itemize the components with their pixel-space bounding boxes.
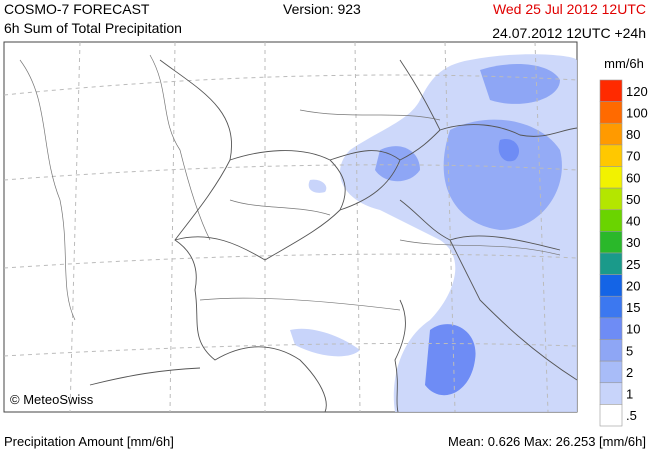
precip-area bbox=[443, 119, 562, 230]
legend-label: .5 bbox=[626, 408, 637, 423]
legend-label: 100 bbox=[626, 105, 648, 120]
legend-label: 20 bbox=[626, 278, 640, 293]
legend-label: 1 bbox=[626, 387, 633, 402]
legend-swatch bbox=[599, 231, 623, 254]
precip-area bbox=[498, 139, 520, 162]
legend-swatch bbox=[599, 144, 623, 167]
legend-swatch bbox=[599, 360, 623, 384]
legend-swatch bbox=[599, 79, 623, 102]
legend-swatch bbox=[599, 209, 623, 232]
title: COSMO-7 FORECAST bbox=[4, 1, 150, 17]
legend-label: 60 bbox=[626, 170, 640, 185]
footer-right: Mean: 0.626 Max: 26.253 [mm/6h] bbox=[448, 434, 646, 449]
graticule bbox=[3, 41, 578, 413]
legend-label: 10 bbox=[626, 322, 640, 337]
legend-swatch bbox=[599, 274, 623, 297]
map: © MeteoSwiss bbox=[3, 41, 578, 413]
legend-unit: mm/6h bbox=[604, 56, 644, 71]
precip-area bbox=[290, 328, 360, 357]
legend-label: 15 bbox=[626, 300, 640, 315]
legend-swatch bbox=[599, 339, 623, 362]
legend-swatch bbox=[599, 101, 623, 124]
legend-swatch bbox=[599, 252, 623, 275]
valid-time: Wed 25 Jul 2012 12UTC bbox=[493, 1, 646, 17]
legend-swatch bbox=[599, 187, 623, 211]
legend-swatch bbox=[599, 295, 623, 319]
legend-label: 40 bbox=[626, 214, 640, 229]
legend-swatch bbox=[599, 317, 623, 340]
legend-swatch bbox=[599, 382, 623, 405]
legend-swatch bbox=[599, 122, 623, 146]
legend-label: 120 bbox=[626, 84, 648, 99]
legend-label: 70 bbox=[626, 149, 640, 164]
legend-swatch bbox=[599, 404, 623, 427]
legend-label: 2 bbox=[626, 365, 633, 380]
credit: © MeteoSwiss bbox=[10, 392, 94, 407]
precipitation bbox=[290, 54, 577, 412]
precip-area bbox=[308, 179, 327, 193]
legend-label: 5 bbox=[626, 343, 633, 358]
legend: 120 100 80 70 60 50 40 30 25 20 15 10 5 2 1 .5 bbox=[599, 79, 648, 427]
rivers bbox=[19, 54, 561, 321]
borders bbox=[89, 59, 578, 413]
precip-area bbox=[425, 324, 476, 396]
legend-label: 30 bbox=[626, 235, 640, 250]
legend-swatch bbox=[599, 166, 623, 189]
run-time: 24.07.2012 12UTC +24h bbox=[492, 25, 646, 41]
legend-label: 80 bbox=[626, 127, 640, 142]
version: Version: 923 bbox=[283, 1, 361, 17]
precip-area bbox=[480, 64, 560, 104]
legend-label: 50 bbox=[626, 192, 640, 207]
legend-label: 25 bbox=[626, 257, 640, 272]
subtitle: 6h Sum of Total Precipitation bbox=[4, 20, 182, 36]
footer-left: Precipitation Amount [mm/6h] bbox=[4, 434, 174, 449]
